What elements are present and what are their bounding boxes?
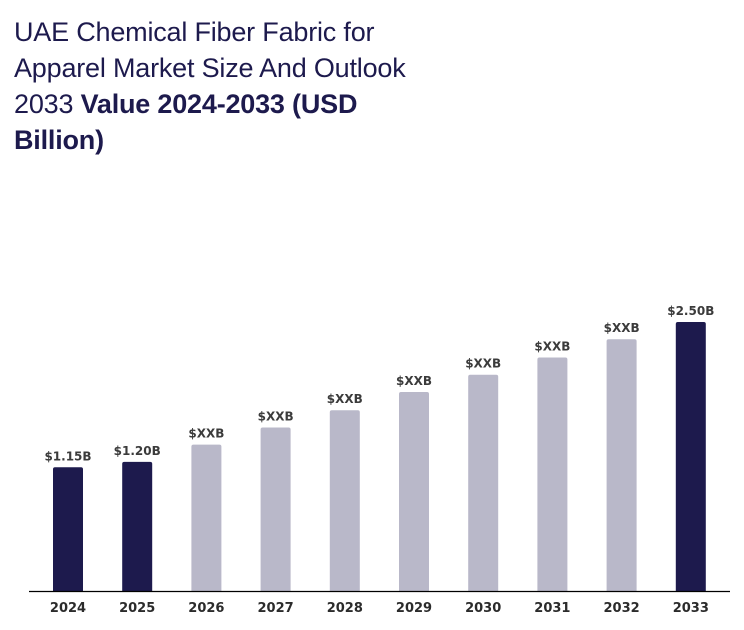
data-label-2033: $2.50B <box>667 304 714 318</box>
bar-2027 <box>260 427 291 591</box>
x-tick-2029: 2029 <box>396 601 432 616</box>
chart-title: UAE Chemical Fiber Fabric for Apparel Ma… <box>14 14 434 158</box>
x-tick-2025: 2025 <box>119 601 155 616</box>
data-label-2024: $1.15B <box>44 449 91 463</box>
x-tick-2024: 2024 <box>50 601 86 616</box>
bar-2029 <box>399 391 429 591</box>
data-label-2028: $XXB <box>327 392 363 406</box>
x-tick-labels: 2024 2025 2026 2027 2028 2029 2030 2031 2032 2033 <box>50 601 709 616</box>
data-label-2025: $1.20B <box>114 444 161 458</box>
x-tick-2032: 2032 <box>604 601 640 616</box>
data-label-2030: $XXB <box>465 357 501 371</box>
data-label-2029: $XXB <box>396 374 432 388</box>
bars-group: $1.15B $1.20B $XXB $XXB $XXB $XXB $XXB $XXB $XXB… <box>44 304 714 591</box>
bar-2025 <box>122 461 153 591</box>
bar-2031 <box>537 357 568 591</box>
x-tick-2033: 2033 <box>673 601 709 616</box>
bar-2024 <box>53 467 83 591</box>
bar-2032 <box>606 339 637 591</box>
x-tick-2027: 2027 <box>258 601 294 616</box>
bar-2028 <box>329 410 360 591</box>
x-tick-2031: 2031 <box>534 601 570 616</box>
x-tick-2028: 2028 <box>327 601 363 616</box>
data-label-2031: $XXB <box>534 340 570 354</box>
data-label-2026: $XXB <box>188 427 224 441</box>
chart-title-regular: UAE Chemical Fiber Fabric for Apparel Ma… <box>14 17 406 119</box>
data-label-2032: $XXB <box>604 321 640 335</box>
x-tick-2030: 2030 <box>465 601 501 616</box>
bar-2030 <box>468 374 499 591</box>
bar-2026 <box>191 444 222 591</box>
x-tick-2026: 2026 <box>188 601 224 616</box>
chart-title-bold: Value 2024-2033 (USD Billion) <box>14 89 358 155</box>
data-label-2027: $XXB <box>258 409 294 423</box>
bar-2033 <box>675 322 706 591</box>
